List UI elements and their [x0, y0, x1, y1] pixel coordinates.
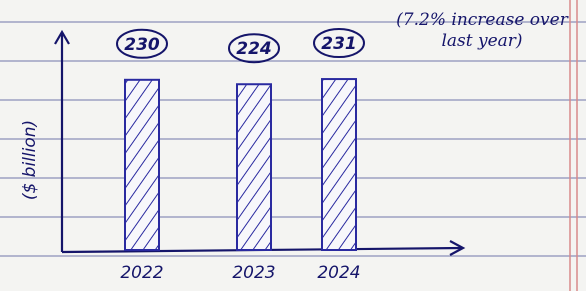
- annotation: (7.2% increase over last year): [384, 10, 580, 52]
- x-tick-label: 2023: [232, 263, 275, 283]
- bar: [322, 79, 356, 250]
- x-tick-label: 2024: [317, 263, 360, 283]
- data-label: 224: [236, 39, 272, 59]
- bar: [125, 80, 159, 250]
- data-label: 230: [124, 35, 160, 55]
- paper-lines: [0, 22, 586, 256]
- bar: [237, 84, 271, 250]
- data-label: 231: [321, 34, 357, 54]
- x-tick-label: 2022: [120, 263, 163, 283]
- page: ($ billion) 230 2022 224 2023 231 2024 (7.2% …: [0, 0, 586, 291]
- y-axis-label: ($ billion): [20, 120, 40, 200]
